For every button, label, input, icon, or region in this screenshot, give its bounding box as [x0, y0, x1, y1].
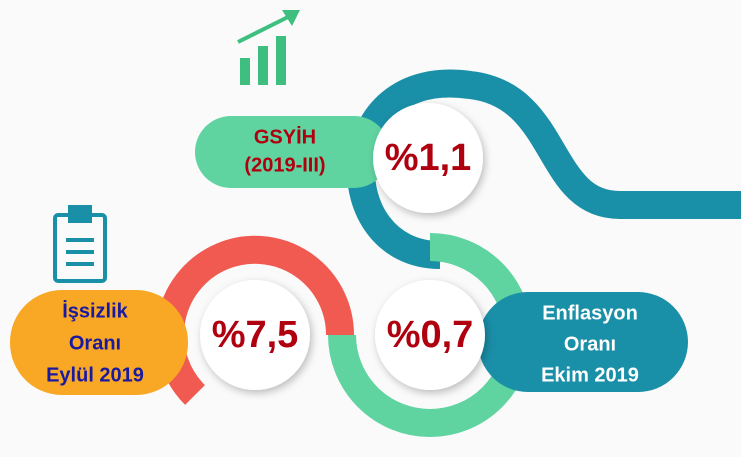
unemployment-pill	[10, 290, 188, 395]
label: Ekim 2019	[541, 364, 639, 386]
label: GSYİH	[254, 125, 316, 148]
value: %0,7	[387, 314, 474, 356]
label: (2019-III)	[244, 154, 325, 176]
value: %1,1	[385, 137, 472, 179]
label: Eylül 2019	[46, 364, 144, 386]
inflation-circle	[375, 280, 485, 390]
value: %7,5	[212, 314, 299, 356]
gdp-pill	[195, 116, 390, 188]
unemployment-circle	[200, 280, 310, 390]
growth-icon	[237, 10, 300, 85]
green-band	[328, 233, 532, 437]
inflation-pill	[478, 292, 688, 392]
teal-band	[347, 69, 741, 269]
clipboard-icon	[53, 205, 107, 283]
label: Enflasyon	[542, 302, 638, 324]
gdp-circle	[373, 103, 483, 213]
label: İşsizlik	[62, 299, 128, 322]
label: Oranı	[69, 332, 121, 354]
label: Oranı	[564, 333, 616, 355]
